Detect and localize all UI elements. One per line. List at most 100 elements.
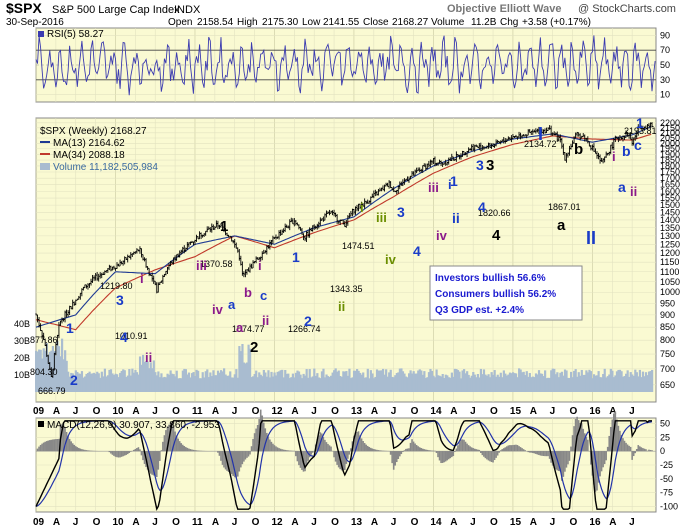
volume-bar [557,377,560,392]
x-tick-label: 10 [112,517,124,528]
volume-bar [475,377,478,392]
volume-bar [100,371,103,392]
volume-bar [123,370,126,392]
macd-hist-bar [512,445,514,452]
macd-hist-bar [81,449,83,452]
volume-bar [599,377,602,392]
macd-hist-bar [645,449,647,452]
macd-hist-bar [443,451,445,463]
legend-ma34: MA(34) 2088.18 [53,150,125,161]
volume-bar [395,373,398,392]
x-tick-label: 16 [589,406,601,417]
volume-bar [611,370,614,392]
volume-bar [264,372,267,392]
macd-hist-bar [191,449,193,452]
volume-bar [171,373,174,392]
wave-label: I [538,124,543,144]
volume-bar [67,371,70,392]
macd-hist-bar [362,440,364,452]
macd-hist-bar [507,445,510,452]
macd-hist-bar [415,445,418,452]
volume-bar [198,378,201,392]
macd-hist-bar [285,450,288,452]
volume-bar [577,372,580,392]
volume-bar [357,370,360,392]
rsi-tick-label: 50 [660,60,670,70]
price-label: 1343.35 [330,284,363,294]
macd-hist-bar [128,451,131,453]
macd-hist-bar [608,435,611,452]
volume-bar [634,369,637,392]
macd-hist-bar [542,451,545,456]
price-tick-label: 800 [660,335,675,345]
price-label: 804.30 [30,367,58,377]
macd-hist-bar [622,438,624,452]
macd-hist-bar [368,447,371,452]
macd-hist-bar [600,451,603,472]
macd-hist-bar [559,451,562,472]
macd-hist-bar [487,451,490,461]
macd-hist-bar [412,441,415,452]
volume-bar [592,374,596,392]
volume-bar [322,368,325,392]
x-tick-label: A [450,517,457,528]
macd-hist-bar [137,447,140,452]
volume-bar [386,376,389,392]
macd-hist-bar [140,451,143,456]
macd-hist-bar [84,449,86,452]
volume-bar [548,377,551,392]
volume-bar [94,373,97,392]
macd-hist-bar [185,447,187,452]
price-label: 1010.91 [115,331,148,341]
volume-bar [326,376,330,392]
volume-bar [615,371,619,392]
volume-bar [59,356,62,392]
volume-bar [647,371,651,392]
macd-hist-bar [366,445,369,452]
macd-hist-bar [356,431,358,452]
volume-bar [169,370,172,392]
macd-hist-bar [611,419,614,452]
macd-hist-bar [463,439,465,452]
volume-bar [427,372,431,392]
volume-bar [201,372,204,392]
price-tick-label: 1350 [660,223,680,233]
macd-hist-bar [119,451,121,458]
volume-bar [348,368,351,392]
macd-hist-bar [269,439,271,452]
macd-hist-bar [484,451,487,459]
macd-hist-bar [450,451,453,458]
ohlc-readout: Open 2158.54 High 2175.30 Low 2141.55 Cl… [168,17,591,28]
volume-bar [391,376,394,392]
volume-bar [210,376,213,392]
wave-label: 2 [304,313,312,329]
x-tick-label: J [232,406,238,417]
volume-bar [550,370,553,392]
volume-bar [409,370,412,392]
volume-bar [559,372,562,392]
volume-bar [300,378,304,392]
macd-tick-label: -100 [660,501,678,511]
macd-hist-bar [635,449,638,452]
macd-hist-bar [620,434,623,452]
volume-bar [533,377,536,392]
macd-hist-bar [579,422,581,452]
volume-value: 11.2B [471,17,497,28]
macd-hist-bar [502,448,505,452]
volume-bar [600,377,603,392]
macd-hist-bar [541,451,543,456]
x-tick-label: J [232,517,238,528]
rsi-tick-label: 10 [660,90,670,100]
macd-hist-bar [197,450,199,452]
macd-hist-bar [536,451,539,455]
macd-hist-bar [298,451,300,466]
volume-bar [175,370,178,392]
macd-hist-bar [557,451,560,472]
volume-bar [56,340,59,392]
volume-bar [293,377,296,392]
macd-hist-bar [408,448,410,452]
macd-hist-bar [580,423,583,452]
macd-hist-bar [41,443,43,452]
macd-hist-bar [602,451,604,468]
price-tick-label: 750 [660,349,675,359]
